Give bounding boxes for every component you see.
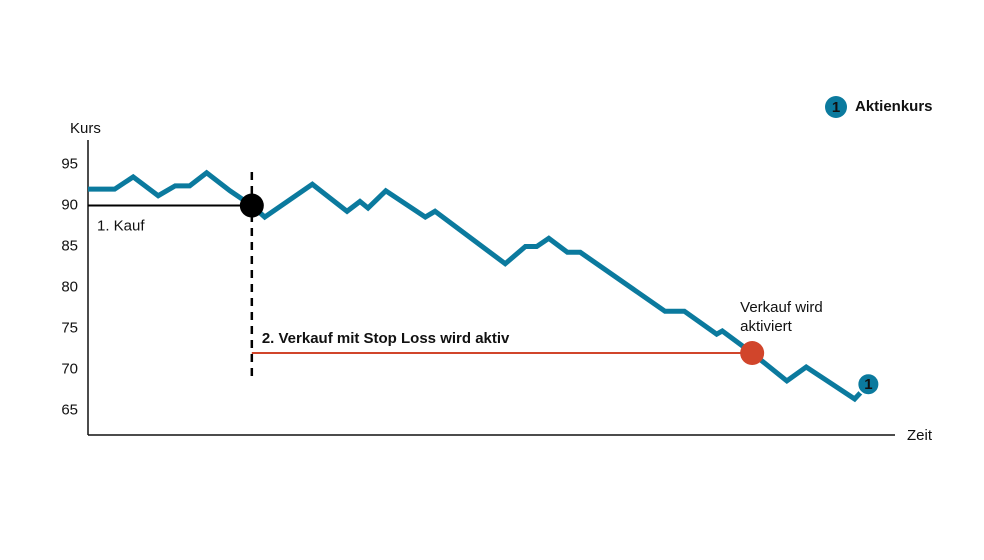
sell-label: aktiviert	[740, 318, 793, 335]
buy-label: 1. Kauf	[97, 218, 145, 235]
y-axis-label: Kurs	[70, 120, 101, 137]
price-line	[88, 169, 871, 403]
end-marker-label: 1	[864, 376, 872, 393]
sell-point	[740, 341, 765, 366]
legend-label: Aktienkurs	[855, 98, 933, 115]
buy-point	[239, 193, 264, 218]
y-tick-label: 90	[61, 197, 78, 214]
sell-label: Verkauf wird	[740, 299, 823, 316]
stop-loss-label: 2. Verkauf mit Stop Loss wird aktiv	[262, 330, 510, 347]
x-axis-label: Zeit	[907, 427, 933, 444]
legend-marker	[825, 96, 847, 118]
y-tick-label: 75	[61, 319, 78, 336]
legend-marker-label: 1	[832, 99, 840, 116]
y-tick-label: 65	[61, 401, 78, 418]
y-tick-label: 85	[61, 237, 78, 254]
y-tick-label: 95	[61, 156, 78, 173]
y-tick-label: 80	[61, 278, 78, 295]
end-marker	[856, 372, 881, 397]
y-tick-label: 70	[61, 360, 78, 377]
